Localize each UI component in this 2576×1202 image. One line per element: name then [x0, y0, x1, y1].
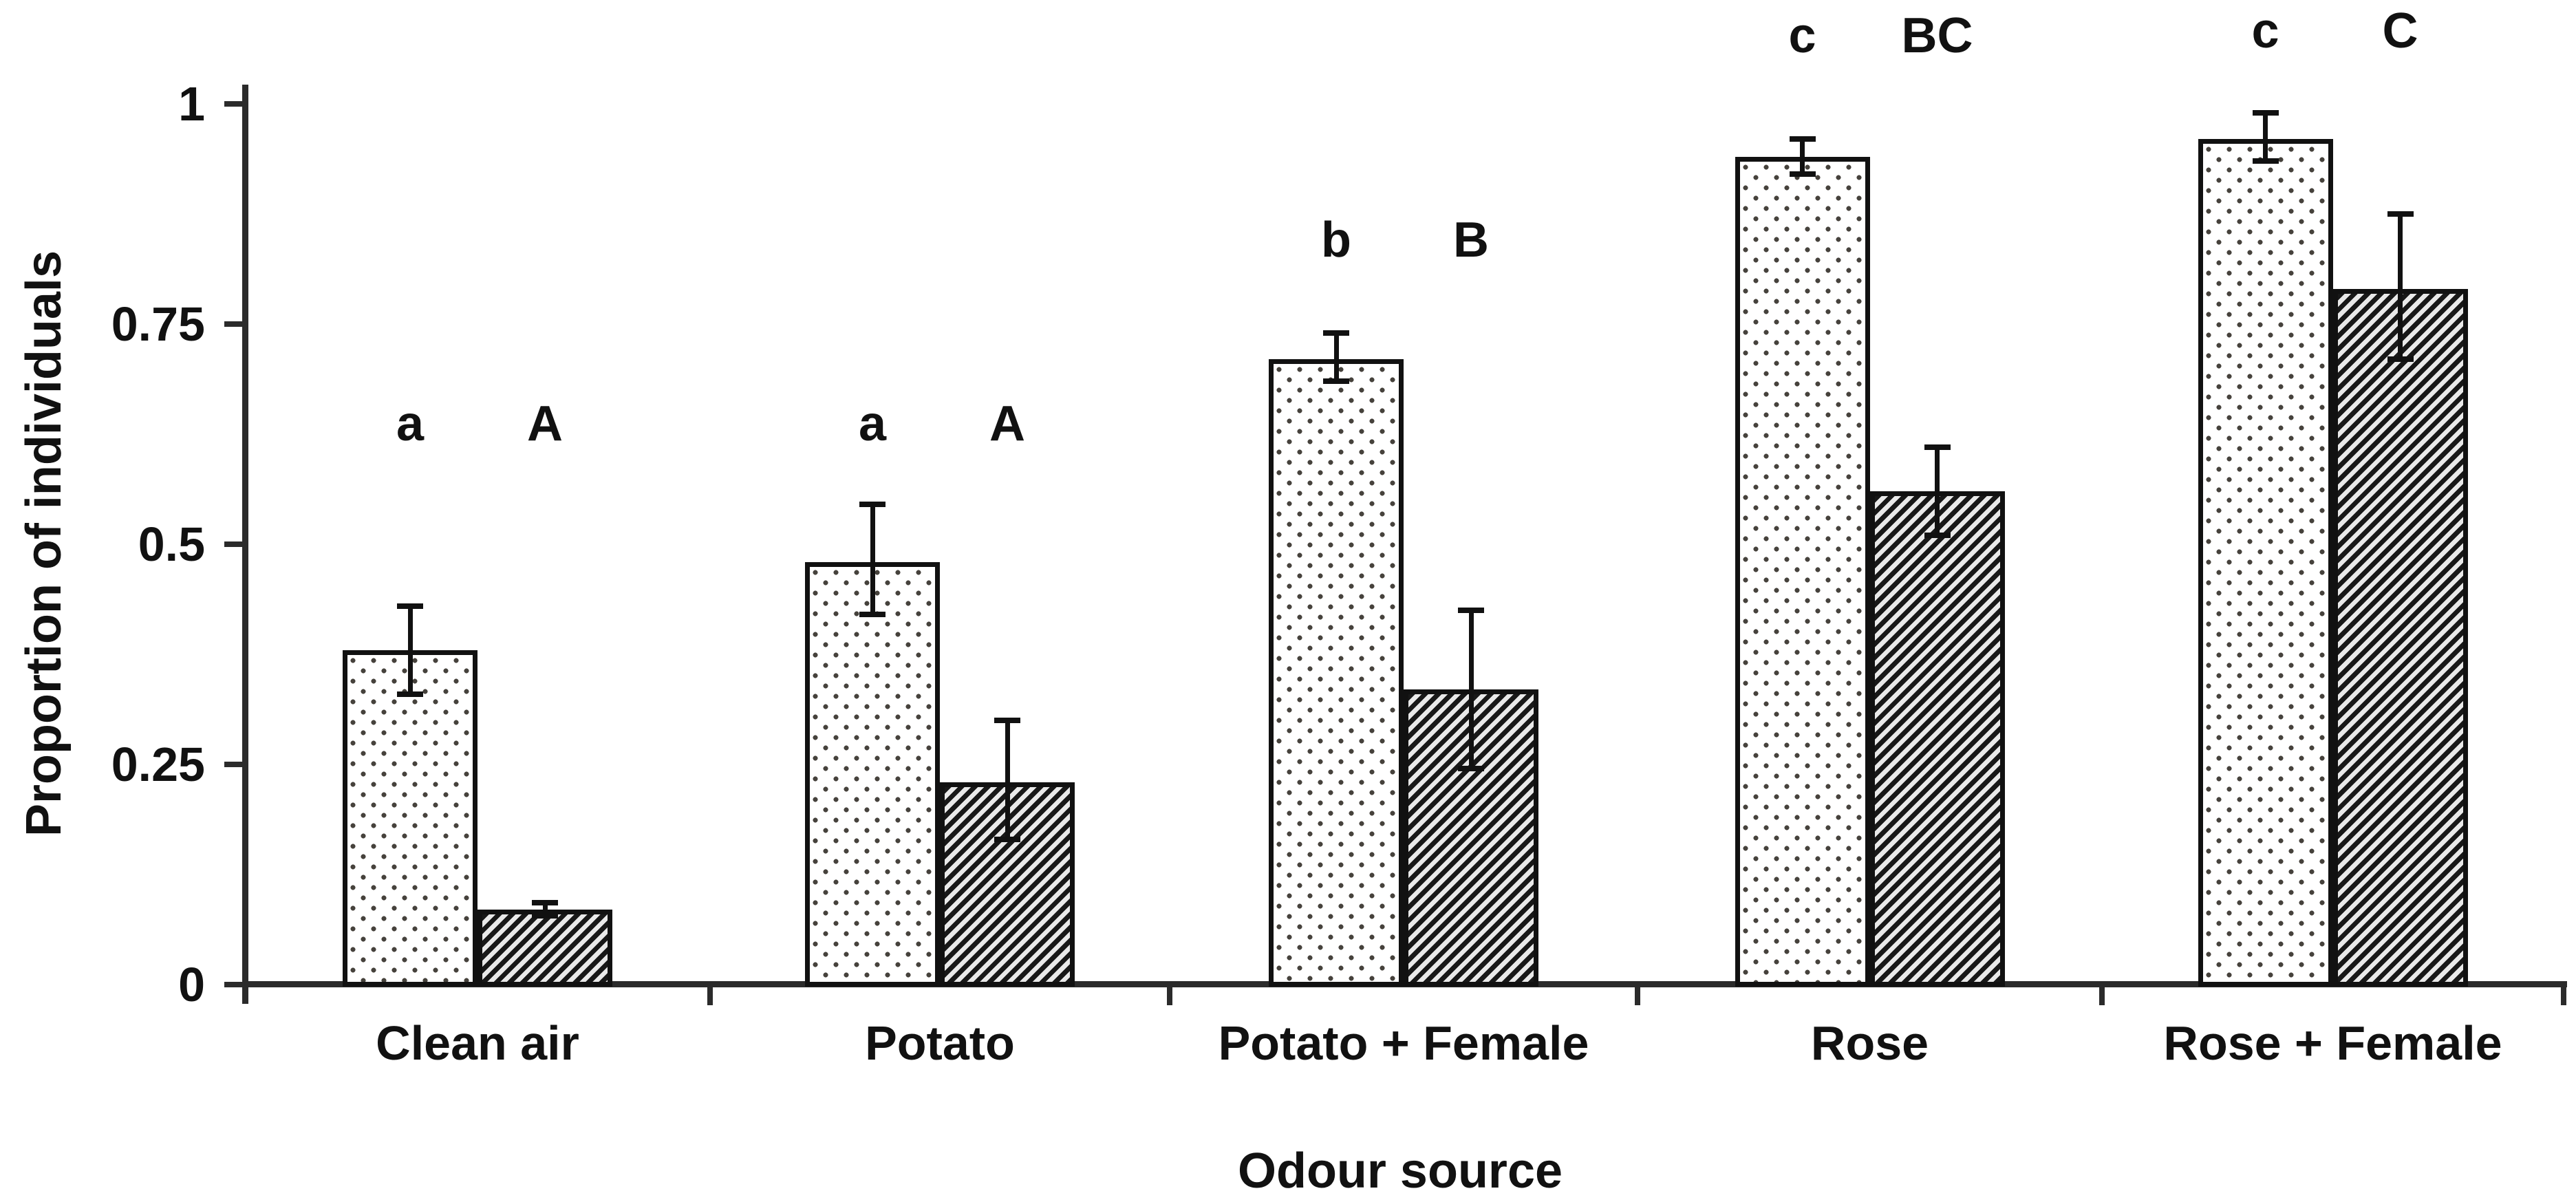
error-bar-cap-top [1924, 444, 1951, 451]
error-bar-cap-bottom [1924, 533, 1951, 539]
y-tick-label: 1 [178, 77, 205, 131]
error-bar-line [1935, 447, 1940, 536]
bar-stippled [2198, 139, 2333, 987]
error-bar-line [1468, 610, 1474, 769]
significance-letter: a [858, 396, 887, 451]
bar-hatched [2332, 288, 2468, 987]
bar-stippled [343, 650, 477, 987]
error-bar-cap-top [859, 502, 886, 508]
error-bar-cap-top [2252, 109, 2279, 116]
bar-stippled [1269, 359, 1404, 987]
error-bar-cap-top [397, 603, 423, 609]
error-bar-line [542, 902, 548, 916]
bar-stippled [805, 561, 940, 987]
error-bar-cap-top [1789, 136, 1816, 142]
error-bar-cap-bottom [397, 691, 423, 697]
error-bar-line [1333, 332, 1339, 382]
significance-letter: c [2251, 3, 2279, 58]
category-label: Rose [1810, 1016, 1929, 1070]
x-axis-title: Odour source [1237, 1144, 1563, 1199]
x-axis-tick [1635, 987, 1640, 1005]
y-axis-line [242, 85, 248, 1004]
error-bar-line [1005, 720, 1010, 839]
error-bar-line [2398, 214, 2403, 360]
y-axis-tick [224, 982, 242, 987]
category-label: Potato + Female [1218, 1016, 1589, 1070]
significance-letter: C [2382, 3, 2418, 58]
y-tick-label: 0 [178, 958, 205, 1011]
error-bar-cap-bottom [1789, 171, 1816, 178]
y-axis-tick [224, 321, 242, 327]
error-bar-cap-bottom [859, 612, 886, 618]
error-bar-line [870, 504, 875, 615]
significance-letter: BC [1901, 8, 1973, 64]
error-bar-cap-top [994, 718, 1020, 723]
significance-letter: c [1788, 8, 1816, 64]
error-bar-cap-bottom [532, 913, 558, 919]
error-bar-line [407, 605, 413, 694]
significance-letter: a [396, 396, 425, 451]
error-bar-cap-top [2387, 211, 2414, 217]
bar-hatched [477, 910, 612, 987]
bar-hatched [1869, 491, 2005, 987]
y-tick-label: 0.25 [111, 738, 205, 791]
category-label: Rose + Female [2163, 1016, 2502, 1070]
x-axis-tick [707, 987, 713, 1005]
x-axis-tick [1167, 987, 1172, 1005]
error-bar-line [1800, 139, 1805, 175]
error-bar-cap-top [1458, 608, 1484, 613]
x-axis-tick [2561, 987, 2566, 1005]
y-axis-tick [224, 101, 242, 107]
significance-letter: A [989, 396, 1025, 451]
category-label: Clean air [376, 1016, 579, 1070]
error-bar-cap-bottom [1458, 766, 1484, 772]
y-tick-label: 0.5 [138, 517, 205, 571]
error-bar-cap-bottom [994, 836, 1020, 842]
error-bar-cap-top [1323, 330, 1349, 336]
category-label: Potato [865, 1016, 1015, 1070]
error-bar-cap-bottom [2252, 158, 2279, 164]
significance-letter: b [1321, 213, 1351, 268]
error-bar-cap-top [532, 899, 558, 905]
y-axis-tick [224, 541, 242, 547]
x-axis-tick [2099, 987, 2105, 1005]
y-tick-label: 0.75 [111, 297, 205, 351]
error-bar-cap-bottom [1323, 378, 1349, 385]
error-bar-line [2263, 112, 2268, 162]
bar-hatched [1404, 689, 1538, 987]
y-axis-tick [224, 762, 242, 767]
significance-letter: A [527, 396, 563, 451]
error-bar-cap-bottom [2387, 356, 2414, 363]
bar-stippled [1735, 156, 1870, 987]
significance-letter: B [1453, 213, 1489, 268]
